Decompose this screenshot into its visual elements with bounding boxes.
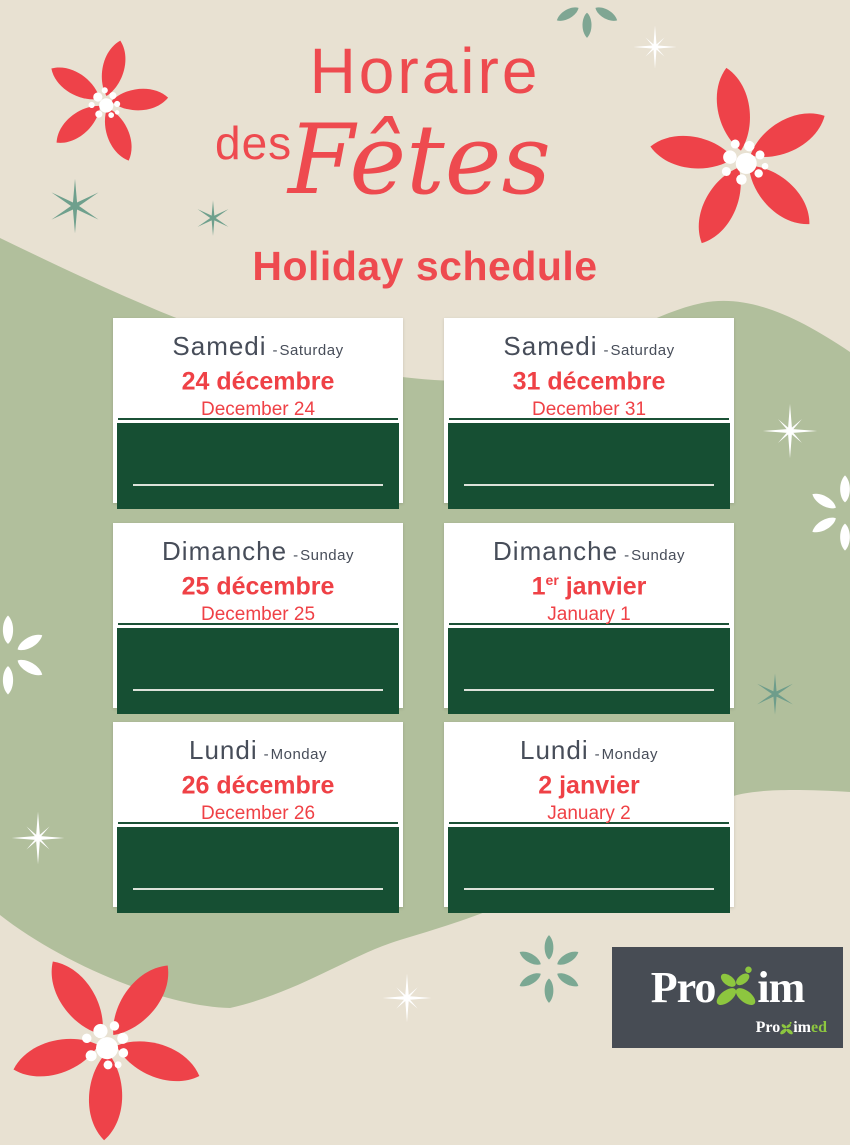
- writing-line: [133, 888, 383, 890]
- day-name-fr: Samedi: [172, 331, 267, 361]
- title-des: des: [215, 117, 293, 169]
- logo-text-im: im: [757, 962, 805, 1012]
- date-fr: 1er janvier: [531, 572, 647, 601]
- day-separator: -: [603, 342, 609, 359]
- date-fr: 2 janvier: [538, 771, 640, 800]
- card-divider: [118, 623, 398, 625]
- schedule-card: Samedi - Saturday 24 décembre December 24: [113, 318, 403, 509]
- card-divider: [449, 418, 729, 420]
- writing-line: [133, 689, 383, 691]
- day-separator: -: [272, 342, 278, 359]
- hours-writing-area: [117, 827, 399, 913]
- date-en: December 31: [531, 399, 647, 421]
- proximed-wordmark: Pro im ed: [756, 1019, 827, 1037]
- schedule-card: Dimanche - Sunday 25 décembre December 25: [113, 523, 403, 714]
- date-en: December 25: [200, 604, 316, 626]
- card-divider: [118, 418, 398, 420]
- day-name-en: Monday: [601, 746, 658, 763]
- day-separator: -: [594, 746, 600, 763]
- day-name-en: Sunday: [300, 547, 354, 564]
- date-fr: 25 décembre: [181, 572, 335, 601]
- schedule-card: Dimanche - Sunday 1er janvier January 1: [444, 523, 734, 714]
- sublogo-text-pro: Pro: [755, 1019, 781, 1036]
- schedule-card: Lundi - Monday 26 décembre December 26: [113, 722, 403, 913]
- day-separator: -: [293, 547, 299, 564]
- day-name-en: Sunday: [631, 547, 685, 564]
- date-fr: 31 décembre: [512, 367, 666, 396]
- day-name-en: Saturday: [610, 342, 675, 359]
- writing-line: [133, 484, 383, 486]
- hours-writing-area: [117, 423, 399, 509]
- sublogo-text-im: im: [793, 1019, 811, 1036]
- sublogo-text-ed: ed: [811, 1019, 827, 1036]
- day-name-fr: Dimanche: [493, 536, 619, 566]
- day-name-fr: Samedi: [503, 331, 598, 361]
- day-name-fr: Lundi: [520, 735, 589, 765]
- date-en: January 1: [547, 604, 631, 626]
- card-divider: [118, 822, 398, 824]
- hours-writing-area: [117, 628, 399, 714]
- title-horaire: Horaire: [309, 35, 541, 107]
- hours-writing-area: [448, 423, 730, 509]
- hours-writing-area: [448, 628, 730, 714]
- card-divider: [449, 822, 729, 824]
- writing-line: [464, 484, 714, 486]
- day-name-en: Saturday: [279, 342, 344, 359]
- writing-line: [464, 689, 714, 691]
- date-en: December 26: [200, 803, 316, 825]
- schedule-card: Samedi - Saturday 31 décembre December 31: [444, 318, 734, 509]
- leaf-x-icon: [779, 1021, 794, 1035]
- date-en: December 24: [200, 399, 316, 421]
- date-fr: 24 décembre: [181, 367, 335, 396]
- hours-writing-area: [448, 827, 730, 913]
- proxim-logo: Pro im Pro im ed: [612, 947, 843, 1048]
- logo-text-pro: Pro: [650, 962, 717, 1012]
- date-fr: 26 décembre: [181, 771, 335, 800]
- day-name-en: Monday: [270, 746, 327, 763]
- day-separator: -: [263, 746, 269, 763]
- title-holiday-schedule: Holiday schedule: [252, 243, 598, 289]
- proxim-wordmark: Pro im: [612, 961, 843, 1013]
- date-en: January 2: [547, 803, 631, 825]
- schedule-card: Lundi - Monday 2 janvier January 2: [444, 722, 734, 913]
- writing-line: [464, 888, 714, 890]
- leaf-x-icon: [714, 966, 759, 1009]
- day-name-fr: Dimanche: [162, 536, 288, 566]
- title-fetes: Fêtes: [288, 104, 551, 216]
- day-name-fr: Lundi: [189, 735, 258, 765]
- card-divider: [449, 623, 729, 625]
- day-separator: -: [624, 547, 630, 564]
